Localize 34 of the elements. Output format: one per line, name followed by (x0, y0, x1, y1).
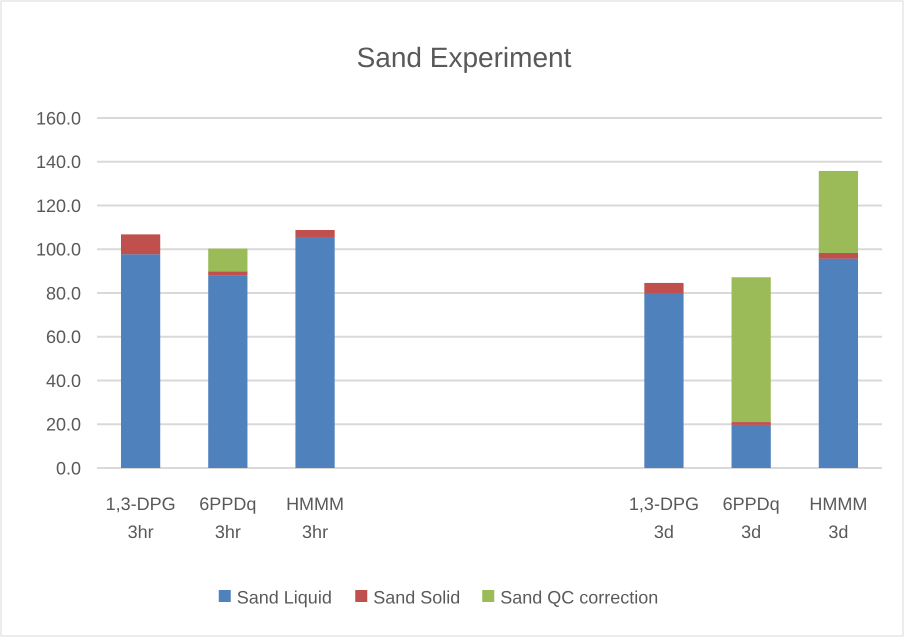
y-tick-label: 80.0 (46, 283, 81, 304)
x-tick-label: 1,3-DPG 3d (628, 494, 699, 542)
x-tick-label: 1,3-DPG 3hr (106, 494, 176, 542)
legend-label: Sand Solid (373, 587, 460, 608)
x-tick-label: 6PPDq 3hr (199, 494, 256, 542)
y-tick-label: 140.0 (36, 152, 81, 172)
bar (295, 230, 335, 238)
bar (295, 237, 335, 468)
chart-title: Sand Experiment (356, 42, 572, 73)
bar (732, 422, 771, 425)
y-tick-label: 40.0 (46, 370, 81, 391)
y-tick-label: 160.0 (36, 108, 81, 128)
bar (818, 252, 858, 259)
bar (208, 248, 248, 272)
y-tick-label: 100.0 (36, 240, 81, 260)
bar (818, 170, 858, 253)
bar (644, 282, 684, 293)
x-tick-label: HMMM 3hr (286, 494, 344, 542)
y-tick-label: 120.0 (36, 196, 81, 216)
y-tick-label: 0.0 (56, 458, 81, 478)
bar (208, 276, 248, 468)
bar (732, 277, 771, 422)
y-tick-label: 20.0 (46, 414, 81, 435)
legend-label: Sand QC correction (500, 587, 658, 608)
legend-label: Sand Liquid (236, 587, 332, 608)
bar (644, 293, 684, 468)
x-tick-label: 6PPDq 3d (722, 494, 780, 542)
bar (120, 254, 160, 468)
bar (208, 271, 248, 276)
bar (732, 424, 771, 468)
bar (818, 258, 858, 468)
bar (120, 234, 160, 254)
y-tick-label: 60.0 (46, 327, 81, 348)
x-tick-label: HMMM 3d (809, 494, 868, 542)
